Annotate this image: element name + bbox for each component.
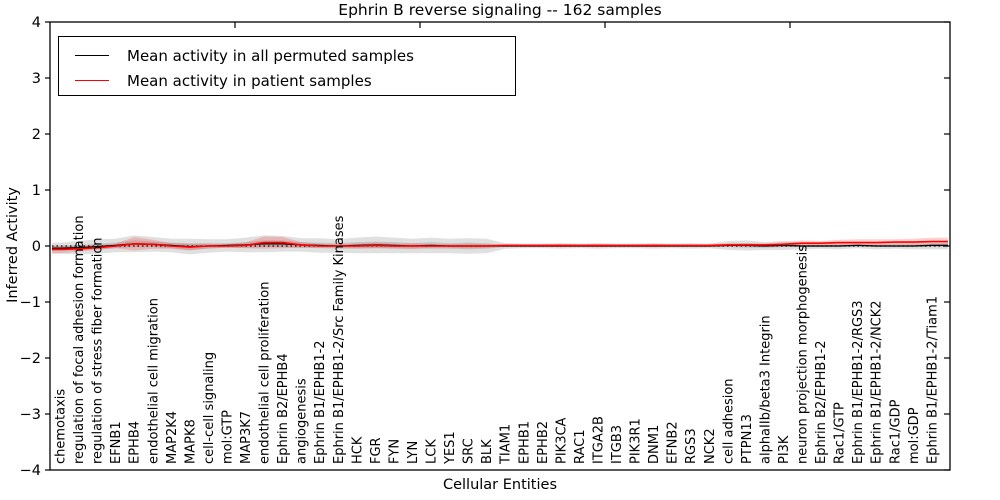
x-tick-label: Rac1/GTP bbox=[833, 402, 848, 464]
x-axis-label: Cellular Entities bbox=[442, 477, 558, 493]
y-tick-label: 1 bbox=[32, 183, 41, 199]
y-tick-label: 0 bbox=[32, 239, 41, 255]
x-tick-label: endothelial cell migration bbox=[146, 298, 161, 464]
x-tick-label: regulation of focal adhesion formation bbox=[72, 215, 87, 464]
legend-entry-patient: Mean activity in patient samples bbox=[59, 68, 515, 93]
x-tick-label: PI3K bbox=[777, 435, 792, 464]
y-tick-label: 3 bbox=[32, 71, 41, 87]
x-tick-label: TIAM1 bbox=[499, 424, 514, 465]
permuted-line-swatch bbox=[75, 55, 109, 56]
x-tick-label: Ephrin B1/EPHB1-2/RGS3 bbox=[851, 300, 866, 464]
x-tick-label: EPHB2 bbox=[536, 421, 551, 464]
patient-line-swatch bbox=[75, 80, 109, 81]
x-tick-label: FGR bbox=[369, 437, 384, 464]
x-tick-label: PIK3R1 bbox=[629, 418, 644, 464]
x-tick-label: MAP2K4 bbox=[165, 411, 180, 464]
x-tick-label: LCK bbox=[425, 439, 440, 464]
x-tick-label: DNM1 bbox=[647, 425, 662, 464]
x-tick-label: Ephrin B2/EPHB4 bbox=[276, 353, 291, 464]
x-tick-label: cell-cell signaling bbox=[202, 352, 217, 464]
x-tick-label: EFNB2 bbox=[666, 421, 681, 464]
x-tick-label: EFNB1 bbox=[109, 421, 124, 464]
y-tick-label: −2 bbox=[20, 351, 41, 367]
legend-box: Mean activity in all permuted samples Me… bbox=[58, 36, 516, 96]
y-tick-label: −1 bbox=[20, 295, 41, 311]
legend-label-permuted: Mean activity in all permuted samples bbox=[127, 46, 414, 65]
x-tick-label: NCK2 bbox=[703, 428, 718, 464]
x-tick-label: alphaIIb/beta3 Integrin bbox=[758, 315, 773, 464]
y-tick-label: 4 bbox=[32, 15, 41, 31]
chart-title: Ephrin B reverse signaling -- 162 sample… bbox=[338, 1, 662, 19]
x-tick-label: BLK bbox=[480, 439, 495, 464]
x-tick-label: EPHB4 bbox=[128, 421, 143, 464]
x-tick-label: cell adhesion bbox=[721, 378, 736, 464]
x-tick-label: HCK bbox=[350, 436, 365, 464]
x-tick-label: angiogenesis bbox=[295, 378, 310, 464]
x-tick-label: SRC bbox=[462, 438, 477, 464]
x-tick-label: Ephrin B1/EPHB1-2/Src Family Kinases bbox=[332, 215, 347, 464]
y-axis-label: Inferred Activity bbox=[5, 187, 21, 303]
legend-entry-permuted: Mean activity in all permuted samples bbox=[59, 43, 515, 68]
x-tick-label: PTPN13 bbox=[740, 414, 755, 464]
x-tick-label: neuron projection morphogenesis bbox=[796, 245, 811, 464]
y-tick-label: −4 bbox=[20, 463, 41, 479]
x-tick-label: Rac1/GDP bbox=[888, 399, 903, 464]
x-tick-label: RAC1 bbox=[573, 429, 588, 464]
x-tick-label: chemotaxis bbox=[54, 389, 69, 464]
y-tick-label: 2 bbox=[32, 127, 41, 143]
y-tick-label: −3 bbox=[20, 407, 41, 423]
x-tick-label: regulation of stress fiber formation bbox=[91, 237, 106, 464]
x-tick-label: MAPK8 bbox=[183, 419, 198, 464]
x-tick-label: mol:GTP bbox=[220, 410, 235, 464]
x-tick-label: Ephrin B1/EPHB1-2/NCK2 bbox=[870, 300, 885, 464]
x-tick-label: mol:GDP bbox=[907, 407, 922, 464]
x-tick-label: RGS3 bbox=[684, 428, 699, 464]
x-tick-label: FYN bbox=[387, 439, 402, 464]
x-tick-label: ITGB3 bbox=[610, 425, 625, 464]
x-tick-label: Ephrin B1/EPHB1-2/Tiam1 bbox=[925, 296, 940, 464]
x-tick-label: endothelial cell proliferation bbox=[258, 282, 273, 465]
x-tick-label: Ephrin B2/EPHB1-2 bbox=[814, 340, 829, 464]
x-tick-label: YES1 bbox=[443, 431, 458, 465]
x-tick-label: LYN bbox=[406, 441, 421, 464]
x-tick-label: Ephrin B1/EPHB1-2 bbox=[313, 340, 328, 464]
x-tick-label: PIK3CA bbox=[554, 417, 569, 464]
x-tick-label: MAP3K7 bbox=[239, 411, 254, 464]
patient-mean-line bbox=[52, 240, 948, 251]
legend-label-patient: Mean activity in patient samples bbox=[127, 71, 372, 90]
x-tick-label: ITGA2B bbox=[591, 416, 606, 464]
x-tick-label: EPHB1 bbox=[517, 421, 532, 464]
